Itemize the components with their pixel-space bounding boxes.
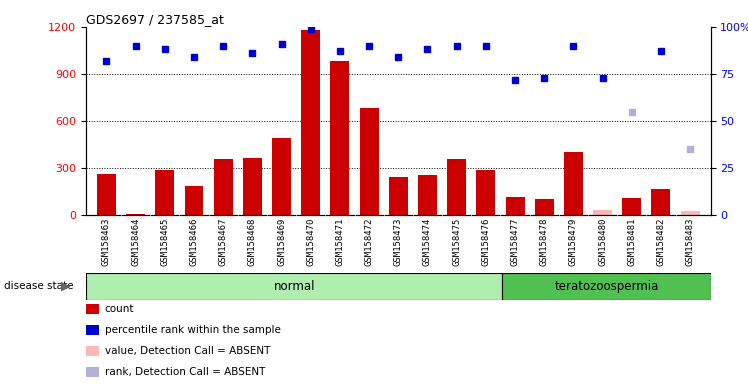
Text: GSM158465: GSM158465	[160, 218, 169, 266]
Bar	[86, 273, 503, 300]
Text: normal: normal	[274, 280, 315, 293]
Text: GSM158480: GSM158480	[598, 218, 607, 266]
Bar	[593, 210, 612, 215]
Bar	[272, 138, 291, 215]
Bar	[243, 158, 262, 215]
Bar	[622, 198, 641, 215]
Bar	[97, 174, 116, 215]
Text: GSM158473: GSM158473	[393, 218, 403, 266]
Text: GSM158463: GSM158463	[102, 218, 111, 266]
Text: GSM158476: GSM158476	[482, 218, 491, 266]
Bar	[331, 61, 349, 215]
Text: teratozoospermia: teratozoospermia	[554, 280, 659, 293]
Bar	[506, 197, 524, 215]
Text: GSM158467: GSM158467	[218, 218, 227, 266]
Text: GSM158472: GSM158472	[364, 218, 373, 266]
Text: percentile rank within the sample: percentile rank within the sample	[105, 325, 280, 335]
Text: GSM158474: GSM158474	[423, 218, 432, 266]
Text: GSM158471: GSM158471	[335, 218, 344, 266]
Text: GSM158469: GSM158469	[277, 218, 286, 266]
Text: value, Detection Call = ABSENT: value, Detection Call = ABSENT	[105, 346, 270, 356]
Bar	[447, 159, 466, 215]
Text: rank, Detection Call = ABSENT: rank, Detection Call = ABSENT	[105, 367, 265, 377]
Text: ▶: ▶	[61, 280, 71, 293]
Text: GSM158483: GSM158483	[686, 218, 695, 266]
Text: disease state: disease state	[4, 281, 73, 291]
Bar	[535, 199, 554, 215]
Bar	[301, 30, 320, 215]
Text: GSM158470: GSM158470	[306, 218, 315, 266]
Text: GSM158481: GSM158481	[628, 218, 637, 266]
Text: GSM158475: GSM158475	[453, 218, 462, 266]
Text: GDS2697 / 237585_at: GDS2697 / 237585_at	[86, 13, 224, 26]
Text: GSM158468: GSM158468	[248, 218, 257, 266]
Bar	[126, 214, 145, 215]
Text: GSM158477: GSM158477	[511, 218, 520, 266]
Bar	[476, 170, 495, 215]
Bar	[681, 211, 699, 215]
Bar	[418, 175, 437, 215]
Bar	[503, 273, 711, 300]
Bar	[360, 108, 378, 215]
Bar	[564, 152, 583, 215]
Text: GSM158479: GSM158479	[569, 218, 578, 266]
Bar	[214, 159, 233, 215]
Text: GSM158482: GSM158482	[657, 218, 666, 266]
Bar	[185, 186, 203, 215]
Bar	[652, 189, 670, 215]
Bar	[156, 170, 174, 215]
Text: count: count	[105, 304, 134, 314]
Bar	[389, 177, 408, 215]
Text: GSM158466: GSM158466	[189, 218, 198, 266]
Text: GSM158464: GSM158464	[131, 218, 140, 266]
Text: GSM158478: GSM158478	[540, 218, 549, 266]
